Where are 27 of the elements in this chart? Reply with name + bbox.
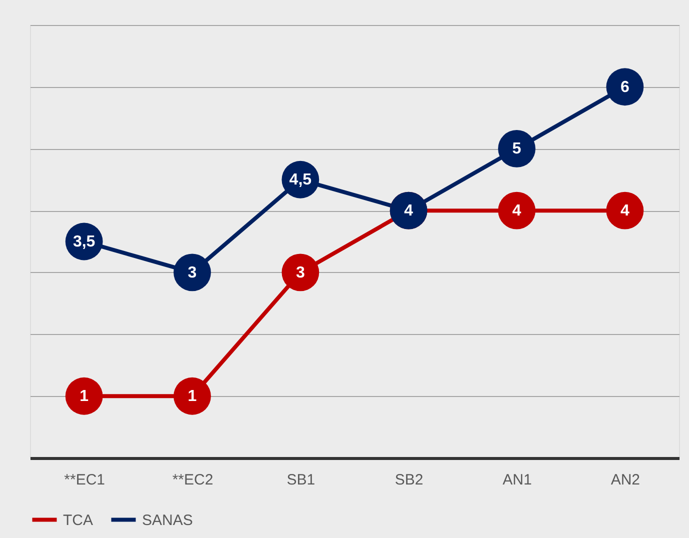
data-label: 5 [512,140,522,158]
x-tick-label: AN1 [502,472,532,488]
x-tick-label: **EC1 [64,472,106,488]
data-label: 3,5 [72,234,96,250]
data-label: 4 [404,202,414,220]
data-label: 4,5 [289,172,312,189]
x-tick-label: **EC2 [172,472,214,488]
x-tick-label: AN2 [610,472,640,488]
point [174,254,211,292]
point [606,68,644,106]
point [174,377,211,415]
legend-label: SANAS [142,512,193,529]
data-label: 1 [188,388,197,406]
data-label: 1 [80,388,89,406]
legend-label: TCA [63,512,93,529]
point [498,192,536,230]
point [498,130,536,168]
data-label: 4 [620,202,630,220]
point [65,377,103,415]
data-label: 6 [620,78,630,96]
data-label: 3 [296,264,305,282]
x-tick-label: SB1 [286,472,316,488]
x-tick-label: SB2 [394,472,424,488]
point [282,254,320,292]
point [606,192,644,230]
data-label: 3 [188,264,197,282]
data-label: 4 [512,202,522,220]
